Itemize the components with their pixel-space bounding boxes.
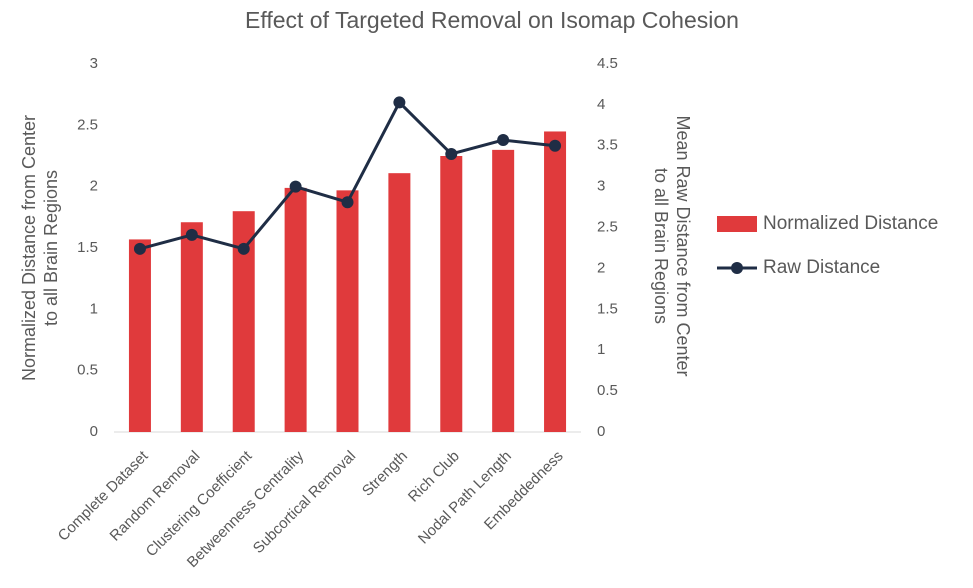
legend-label: Raw Distance xyxy=(763,257,880,278)
line-point xyxy=(497,134,510,147)
bar xyxy=(544,131,567,432)
bar xyxy=(492,149,515,432)
bar xyxy=(232,211,255,432)
y2-tick-label: 0 xyxy=(597,423,605,440)
line-point xyxy=(393,96,406,109)
y2-tick-label: 2 xyxy=(597,259,605,276)
y-tick-label: 3 xyxy=(90,55,98,72)
x-tick-label: Strength xyxy=(359,448,411,500)
x-tick-label: Subcortical Removal xyxy=(250,448,359,557)
y2-tick-label: 0.5 xyxy=(597,382,618,399)
line-point xyxy=(341,196,354,209)
x-tick-label: Complete Dataset xyxy=(55,447,153,545)
y2-tick-label: 1 xyxy=(597,341,605,358)
y-tick-label: 0 xyxy=(90,423,98,440)
y2-tick-label: 3.5 xyxy=(597,137,618,154)
y-tick-label: 1.5 xyxy=(77,239,98,256)
y-tick-label: 2 xyxy=(90,178,98,195)
chart-title: Effect of Targeted Removal on Isomap Coh… xyxy=(245,7,739,33)
x-tick-label: Nodal Path Length xyxy=(415,448,515,548)
line-point xyxy=(185,228,198,241)
y-axis-title-line: Normalized Distance from Center xyxy=(19,115,39,381)
y2-tick-label: 4 xyxy=(597,96,605,113)
bar xyxy=(388,173,411,432)
y2-tick-label: 3 xyxy=(597,178,605,195)
line-point xyxy=(289,180,302,193)
y-tick-label: 0.5 xyxy=(77,362,98,379)
bar xyxy=(128,239,151,432)
y2-tick-label: 4.5 xyxy=(597,55,618,72)
legend-swatch xyxy=(731,262,743,274)
y-axis-title: Normalized Distance from Center to all Br… xyxy=(19,115,61,381)
line-point xyxy=(549,139,562,152)
y-tick-label: 1 xyxy=(90,300,98,317)
bar xyxy=(284,187,307,432)
line-point xyxy=(237,242,250,255)
y2-tick-label: 2.5 xyxy=(597,219,618,236)
x-tick-label: Random Removal xyxy=(107,448,204,545)
y2-axis-title-line: Mean Raw Distance from Center xyxy=(673,115,693,376)
y-axis-title-line: to all Brain Regions xyxy=(41,170,61,326)
bar xyxy=(180,222,203,432)
y2-axis-title-line: to all Brain Regions xyxy=(651,168,671,324)
y2-tick-label: 1.5 xyxy=(597,300,618,317)
line-point xyxy=(133,242,146,255)
bar xyxy=(440,156,463,432)
legend-swatch xyxy=(717,216,757,232)
y2-axis-title: Mean Raw Distance from Centerto all Brai… xyxy=(651,115,693,376)
y-tick-label: 2.5 xyxy=(77,116,98,133)
bar xyxy=(336,190,359,432)
legend-label: Normalized Distance xyxy=(763,213,938,234)
line-point xyxy=(445,147,458,160)
